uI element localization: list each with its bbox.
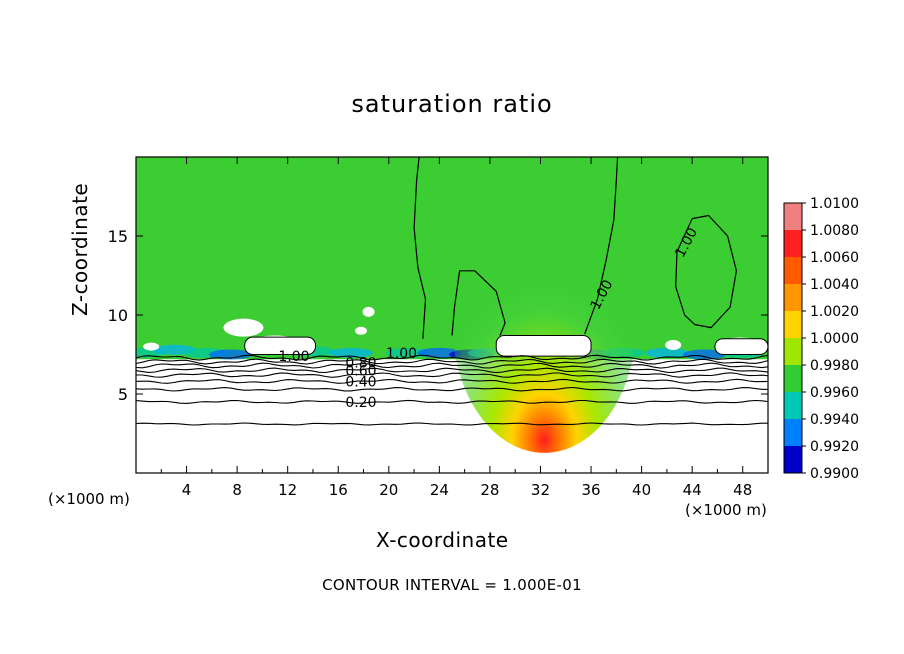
colorbar-segment — [784, 365, 802, 393]
contour-lines — [136, 157, 768, 426]
x-axis-ticks: 4 8 12 16 20 24 28 32 36 40 44 48 — [160, 157, 752, 499]
x-tick-label: 28 — [480, 481, 499, 499]
contour-line — [136, 399, 768, 404]
contour-line — [136, 378, 768, 384]
colorbar-segment — [784, 446, 802, 474]
x-tick-label: 48 — [733, 481, 752, 499]
colorbar-label: 1.0100 — [810, 196, 859, 212]
contour-line-1-00 — [675, 214, 737, 329]
subsaturated-patch — [223, 318, 264, 337]
saturation-field — [136, 157, 768, 473]
colorbar-segment — [784, 311, 802, 339]
subsaturated-patch — [362, 306, 375, 317]
contour-interval-note: CONTOUR INTERVAL = 1.000E-01 — [322, 576, 582, 594]
contour-line-1-00 — [584, 157, 619, 335]
x-tick-label: 8 — [232, 481, 242, 499]
contour-line — [136, 372, 768, 378]
contour-line — [136, 367, 768, 374]
y-tick-label: 5 — [118, 385, 128, 404]
contour-line — [136, 354, 768, 361]
x-tick-label: 40 — [632, 481, 651, 499]
colorbar-label: 0.9980 — [810, 358, 859, 374]
colorbar-segment — [784, 203, 802, 231]
y-tick-label: 15 — [108, 227, 128, 246]
colorbar-segment — [784, 230, 802, 258]
contour-line-1-00 — [451, 270, 506, 336]
moist-patch — [644, 347, 689, 358]
contour-line — [136, 386, 768, 392]
contour-line — [136, 362, 768, 369]
colorbar-segment — [784, 338, 802, 366]
subsaturated-patch — [143, 342, 160, 351]
contour-line — [136, 358, 768, 365]
contour-label: 0.60 — [345, 363, 376, 379]
contour-label: 1.00 — [278, 349, 309, 365]
colorbar-segment — [784, 284, 802, 312]
colorbar-segment — [784, 419, 802, 447]
x-tick-label: 44 — [683, 481, 702, 499]
moist-patch — [328, 347, 373, 358]
x-tick-label: 12 — [278, 481, 297, 499]
y-axis-ticks: 5 10 15 — [108, 227, 768, 404]
chart-title: saturation ratio — [351, 90, 553, 118]
x-tick-label: 32 — [531, 481, 550, 499]
cloud-base-outline — [714, 338, 768, 355]
contour-line-1-00 — [413, 157, 427, 339]
contour-label: 1.00 — [386, 346, 417, 362]
moist-patch — [208, 349, 253, 360]
colorbar-label: 0.9940 — [810, 412, 859, 428]
y-axis-label: Z-coordinate — [68, 182, 92, 316]
colorbar-segment — [784, 392, 802, 420]
x-unit-label-left: (×1000 m) — [48, 490, 130, 508]
x-tick-label: 24 — [430, 481, 449, 499]
cloud-base-outline — [244, 336, 316, 355]
contour-label: 0.20 — [345, 395, 376, 411]
subsaturated-patch — [354, 326, 367, 335]
x-tick-label: 4 — [182, 481, 192, 499]
colorbar-label: 1.0000 — [810, 331, 859, 347]
x-axis-label: X-coordinate — [376, 528, 509, 552]
subsaturated-patch — [665, 340, 682, 351]
moist-patch — [682, 349, 727, 360]
cloud-base-outline — [495, 335, 592, 357]
subsaturated-region — [136, 359, 768, 473]
y-tick-label: 10 — [108, 306, 128, 325]
x-tick-label: 16 — [329, 481, 348, 499]
colorbar-label: 0.9900 — [810, 466, 859, 482]
colorbar: 1.0100 1.0080 1.0060 1.0040 1.0020 1.0000 0.99… — [783, 196, 859, 482]
colorbar-segment — [784, 257, 802, 285]
x-tick-label: 36 — [581, 481, 600, 499]
x-tick-label: 20 — [379, 481, 398, 499]
contour-label: 0.80 — [345, 355, 376, 371]
colorbar-label: 0.9960 — [810, 385, 859, 401]
colorbar-label: 1.0040 — [810, 277, 859, 293]
contour-label: 0.40 — [345, 374, 376, 390]
contour-line — [136, 422, 768, 426]
colorbar-label: 0.9920 — [810, 439, 859, 455]
colorbar-label: 1.0020 — [810, 304, 859, 320]
moist-plume — [452, 192, 637, 453]
x-unit-label-right: (×1000 m) — [685, 501, 767, 519]
colorbar-label: 1.0060 — [810, 250, 859, 266]
colorbar-label: 1.0080 — [810, 223, 859, 239]
